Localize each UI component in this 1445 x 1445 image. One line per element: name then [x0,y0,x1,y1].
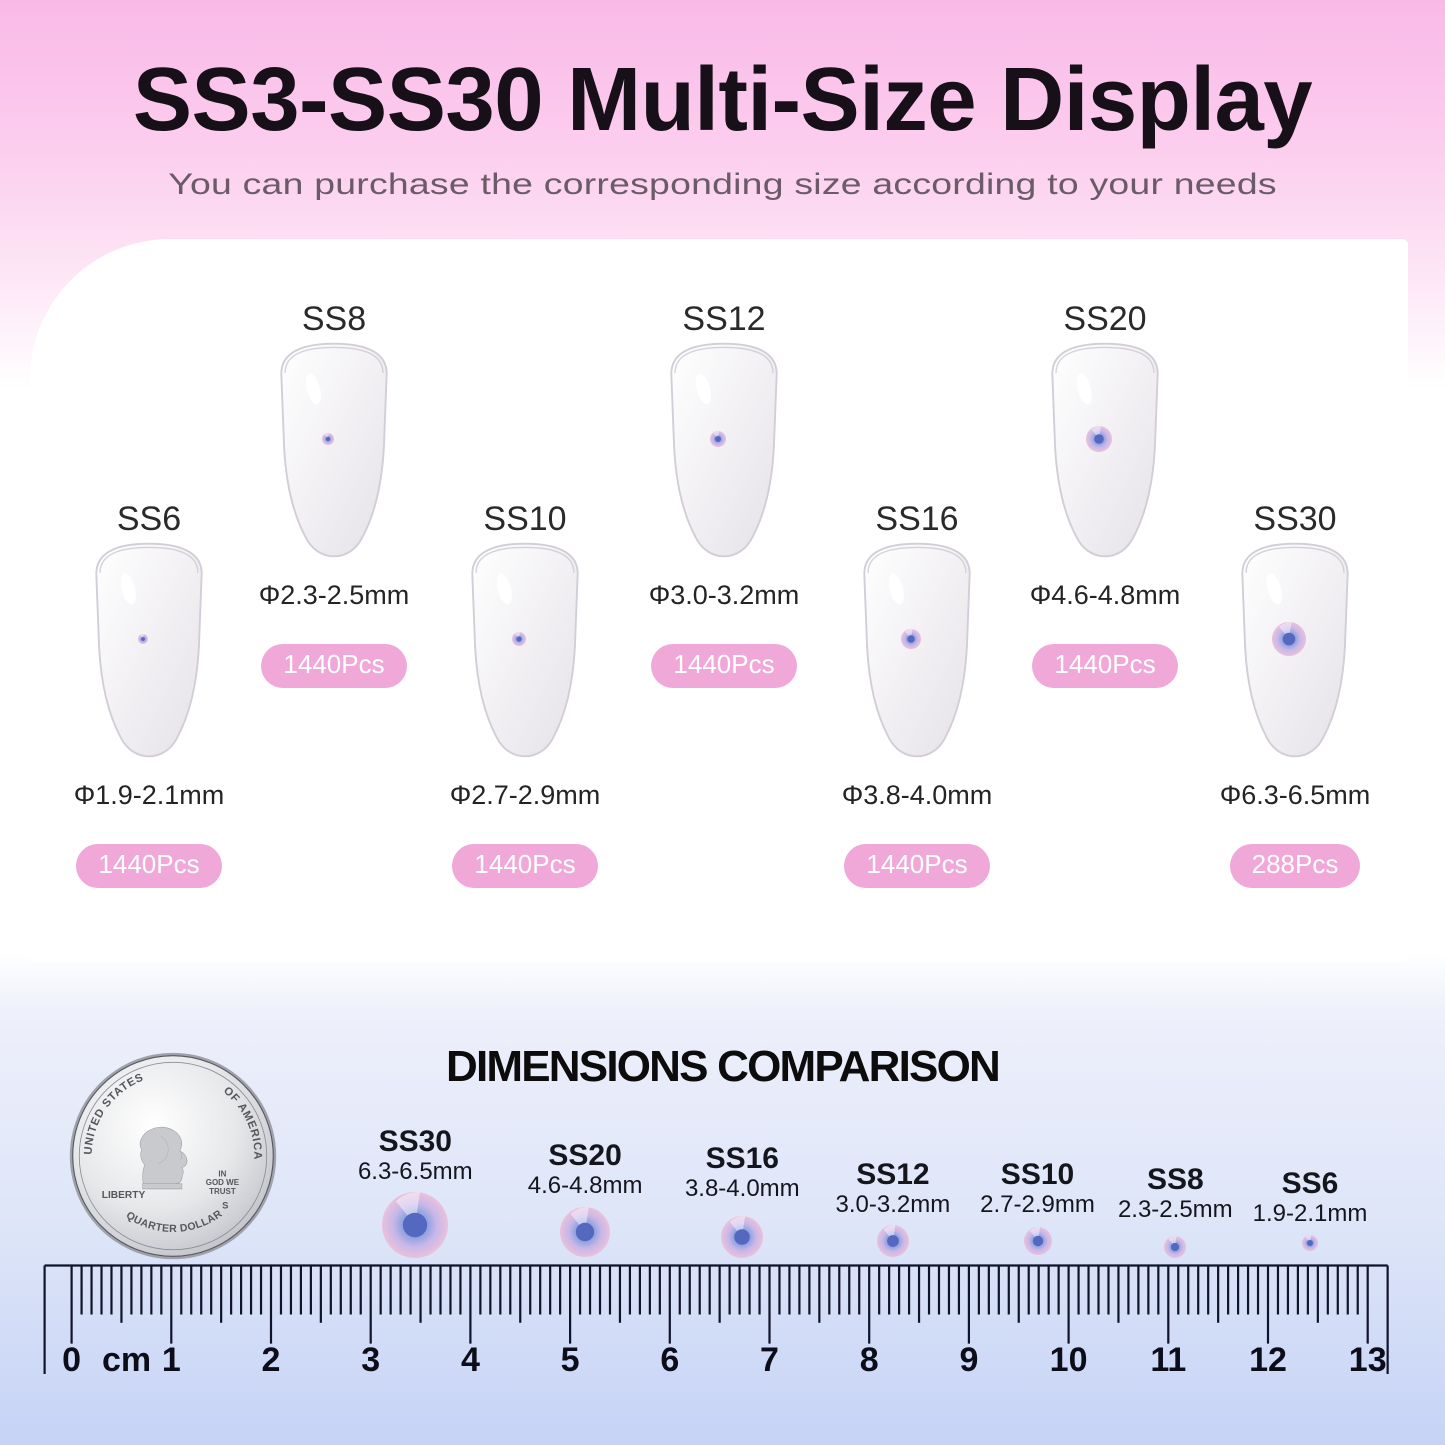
svg-text:cm: cm [102,1341,151,1379]
svg-text:GOD WE: GOD WE [206,1178,240,1187]
svg-text:1: 1 [162,1341,181,1379]
svg-text:LIBERTY: LIBERTY [102,1190,146,1201]
svg-text:IN: IN [218,1169,226,1178]
svg-text:3: 3 [361,1341,380,1379]
svg-text:9: 9 [959,1341,978,1379]
svg-text:12: 12 [1249,1341,1287,1379]
svg-text:10: 10 [1050,1341,1088,1379]
svg-text:TRUST: TRUST [209,1187,236,1196]
svg-text:5: 5 [561,1341,580,1379]
svg-text:8: 8 [860,1341,879,1379]
svg-text:4: 4 [461,1341,480,1379]
svg-text:11: 11 [1150,1341,1186,1379]
svg-text:2: 2 [262,1341,281,1379]
svg-text:7: 7 [760,1341,779,1379]
svg-text:0: 0 [62,1341,81,1379]
svg-text:13: 13 [1349,1341,1387,1379]
svg-text:6: 6 [660,1341,679,1379]
svg-text:S: S [222,1200,228,1211]
